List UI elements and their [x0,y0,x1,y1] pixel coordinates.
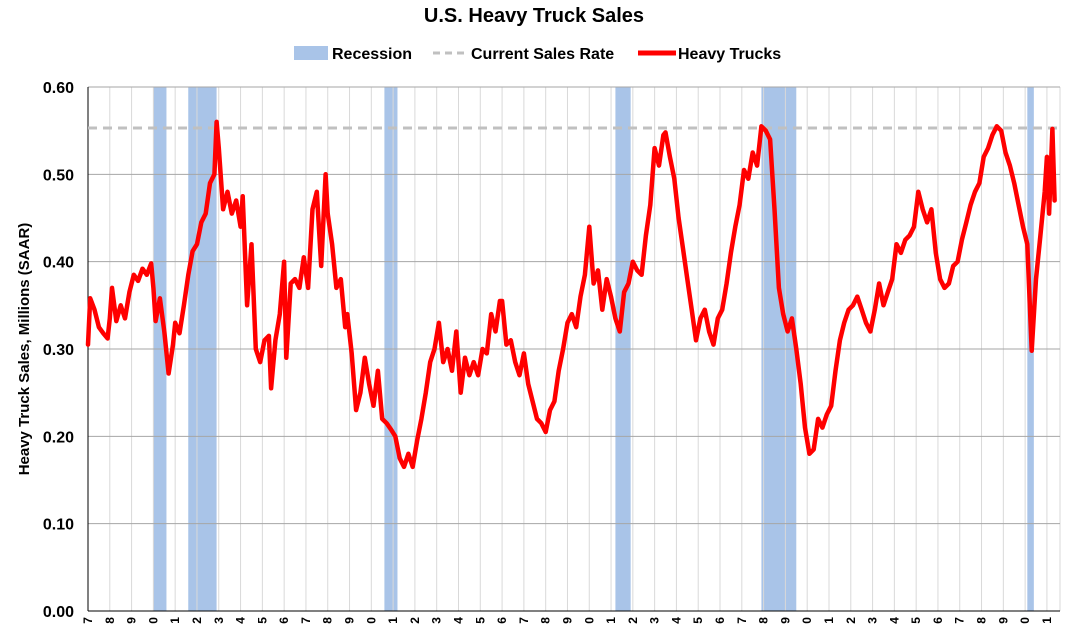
series-line-heavy-trucks [85,119,1057,470]
x-tick-label: 3 [648,617,662,624]
x-tick-label: 2 [190,617,204,624]
x-tick-label: 8 [539,617,553,624]
legend: Recession Current Sales Rate Heavy Truck… [294,46,781,63]
legend-label-heavy-trucks: Heavy Trucks [678,46,781,63]
y-tick-label: 0.40 [43,255,74,272]
x-tick-label: 9 [996,617,1010,624]
chart-title: U.S. Heavy Truck Sales [424,5,644,27]
y-tick-label: 0.10 [43,517,74,534]
x-tick-label: 0 [800,617,814,624]
x-tick-label: 8 [321,617,335,624]
x-tick-label: 3 [430,617,444,624]
x-tick-label: 6 [931,617,945,624]
x-tick-label: 1 [604,617,618,624]
x-tick-label: 9 [778,617,792,624]
x-tick-label: 7 [735,617,749,624]
y-tick-label: 0.20 [43,429,74,446]
legend-label-recession: Recession [332,46,412,63]
x-tick-label: 7 [517,617,531,624]
y-tick-label: 0.00 [43,604,74,621]
x-tick-label: 6 [277,617,291,624]
x-tick-label: 6 [713,617,727,624]
x-tick-label: 4 [669,617,683,624]
x-tick-label: 4 [452,617,466,624]
legend-swatch-recession [294,46,328,60]
x-tick-label: 0 [1018,617,1032,624]
x-tick-label: 2 [626,617,640,624]
x-tick-label: 2 [844,617,858,624]
x-tick-label: 0 [146,617,160,624]
x-tick-label: 7 [953,617,967,624]
x-tick-label: 1 [386,617,400,624]
x-tick-label: 8 [103,617,117,624]
x-tick-label: 5 [691,617,705,624]
x-tick-label: 7 [299,617,313,624]
y-tick-label: 0.60 [43,80,74,97]
x-tick-label: 1 [822,617,836,624]
x-tick-label: 7 [81,617,95,624]
x-tick-label: 5 [909,617,923,624]
x-tick-label: 8 [757,617,771,624]
legend-label-current-sales-rate: Current Sales Rate [471,46,614,63]
x-tick-label: 3 [866,617,880,624]
x-tick-label: 8 [975,617,989,624]
x-tick-label: 2 [408,617,422,624]
x-tick-label: 3 [212,617,226,624]
x-tick-label: 5 [255,617,269,624]
x-tick-label: 6 [495,617,509,624]
plot-area: 0.000.100.200.300.400.500.607 8 9 0 1 2 3 4 5 6 7 8… [43,80,1061,624]
x-tick-label: 9 [561,617,575,624]
y-axis-label: Heavy Truck Sales, Millions (SAAR) [16,223,33,476]
x-tick-label: 9 [343,617,357,624]
x-tick-label: 0 [582,617,596,624]
x-tick-label: 0 [364,617,378,624]
y-tick-label: 0.30 [43,342,74,359]
x-tick-label: 4 [887,617,901,624]
x-tick-label: 9 [125,617,139,624]
x-tick-label: 1 [168,617,182,624]
x-tick-label: 5 [473,617,487,624]
x-tick-label: 1 [1040,617,1054,624]
y-tick-label: 0.50 [43,167,74,184]
x-tick-label: 4 [234,617,248,624]
